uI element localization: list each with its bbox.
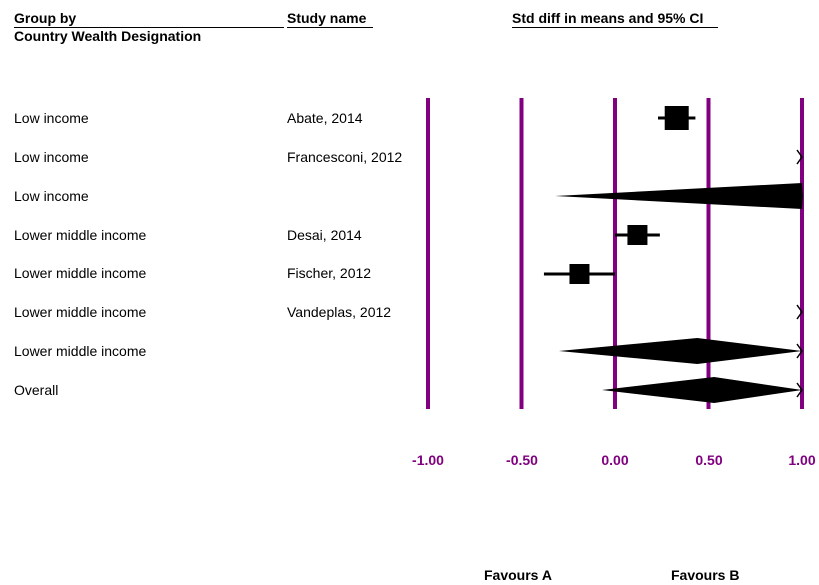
group-label: Lower middle income — [14, 265, 147, 281]
subtotal-diamond — [558, 338, 802, 364]
group-by-subheader: Country Wealth Designation — [14, 28, 202, 44]
group-label: Lower middle income — [14, 227, 147, 243]
group-label: Lower middle income — [14, 304, 147, 320]
overall-diamond — [601, 377, 802, 403]
group-by-header: Group by — [14, 10, 77, 26]
offscale-arrow — [796, 382, 803, 398]
x-tick-label: 0.00 — [601, 452, 629, 468]
offscale-arrow — [796, 343, 803, 359]
study-label: Vandeplas, 2012 — [287, 304, 392, 320]
x-tick-label: -0.50 — [506, 452, 538, 468]
study-marker — [664, 106, 689, 130]
x-tick-label: -1.00 — [412, 452, 444, 468]
effect-header: Std diff in means and 95% CI — [512, 10, 704, 26]
study-header-underline — [287, 27, 373, 28]
group-header-underline — [14, 27, 284, 28]
group-label: Low income — [14, 149, 89, 165]
study-marker — [627, 225, 648, 245]
favours-a-label: Favours A — [484, 567, 552, 583]
effect-header-underline — [512, 27, 718, 28]
study-name-header: Study name — [287, 10, 367, 26]
group-label: Overall — [14, 382, 59, 398]
offscale-arrow — [796, 188, 803, 204]
x-tick-label: 0.50 — [695, 452, 723, 468]
favours-b-label: Favours B — [671, 567, 740, 583]
offscale-arrow — [796, 149, 803, 165]
offscale-arrow — [796, 304, 803, 320]
group-label: Low income — [14, 110, 89, 126]
study-label: Francesconi, 2012 — [287, 149, 403, 165]
study-label: Abate, 2014 — [287, 110, 363, 126]
group-label: Lower middle income — [14, 343, 147, 359]
x-tick-label: 1.00 — [788, 452, 816, 468]
study-label: Desai, 2014 — [287, 227, 362, 243]
subtotal-diamond — [555, 183, 803, 209]
study-label: Fischer, 2012 — [287, 265, 372, 281]
group-label: Low income — [14, 188, 89, 204]
study-marker — [569, 264, 590, 284]
